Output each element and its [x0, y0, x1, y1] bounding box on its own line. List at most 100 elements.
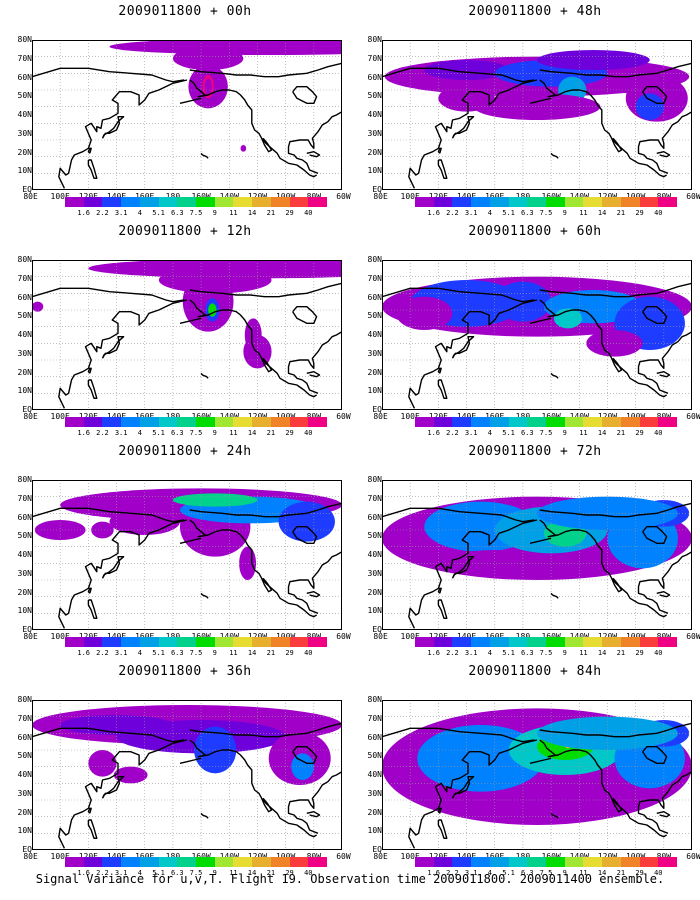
colorbar-label: 4: [137, 429, 142, 437]
colorbar-swatch: [83, 857, 103, 867]
colorbar-swatch: [233, 197, 253, 207]
coastline: [87, 159, 98, 180]
coastline: [87, 147, 92, 154]
coastline: [32, 287, 185, 303]
colorbar: [65, 637, 328, 647]
colorbar-swatch: [289, 637, 309, 647]
colorbar-labels: 1.6 2.2 3.1 4 5.1 6.3 7.5 9 11 14 21 29 40: [415, 209, 677, 218]
lon-label: 120W: [248, 852, 267, 861]
colorbar-swatch: [639, 857, 659, 867]
colorbar-swatch: [252, 857, 271, 867]
variance-map: [32, 480, 342, 630]
lat-label: EQ: [22, 405, 32, 414]
coastline: [189, 282, 342, 298]
map-panel: 2009011800 + 60h 80N 70N 60N 50N 40N 30N 20N 10N…: [360, 220, 700, 440]
map-panel: 2009011800 + 84h 80N 70N 60N 50N 40N 30N 20N 10N…: [360, 660, 700, 880]
colorbar-label: 6.3: [520, 429, 534, 437]
colorbar-label: 1.6: [77, 869, 91, 877]
coastline: [539, 299, 667, 398]
coastline: [292, 306, 318, 324]
colorbar-swatch: [65, 857, 84, 867]
lon-label: 120W: [598, 852, 617, 861]
map-panel: 2009011800 + 24h 80N 70N 60N 50N 40N 30N 20N 10N…: [10, 440, 351, 660]
colorbar-swatch: [564, 857, 584, 867]
colorbar-swatch: [102, 417, 122, 427]
coastline: [382, 287, 535, 303]
colorbar-swatch: [489, 637, 509, 647]
coastline: [539, 722, 692, 738]
coastline: [437, 147, 442, 154]
lon-label: 140W: [220, 632, 239, 641]
lat-label: 60N: [17, 72, 32, 82]
colorbar-label: 5.1: [502, 649, 515, 657]
coastline: [306, 810, 321, 818]
coastline: [637, 111, 692, 174]
coastline: [611, 797, 623, 813]
coastline: [101, 775, 125, 799]
lon-label: 100E: [400, 632, 420, 641]
coastline: [87, 807, 92, 814]
lon-label: 160E: [485, 192, 504, 201]
colorbar-label: 4: [487, 209, 492, 217]
colorbar-label: 5.1: [502, 429, 515, 437]
colorbar-swatch: [308, 857, 328, 867]
colorbar-label: 1.6: [427, 209, 441, 217]
lon-label: 100E: [400, 852, 420, 861]
colorbar-label: 40: [304, 869, 313, 877]
colorbar-label: 6.3: [520, 869, 534, 877]
lat-label: 40N: [367, 110, 382, 119]
lon-label: 160W: [191, 852, 210, 861]
colorbar-labels: 1.6 2.2 3.1 4 5.1 6.3 7.5 9 11 14 21 29 40: [415, 649, 677, 658]
coastline: [261, 357, 273, 373]
lat-label: 20N: [17, 147, 32, 157]
colorbar-label: 14: [597, 869, 607, 877]
coastline: [611, 137, 623, 153]
colorbar-label: 4: [487, 649, 492, 657]
lat-label: 40N: [17, 550, 32, 559]
lon-label: 80E: [23, 632, 38, 641]
colorbar-swatch: [196, 637, 215, 647]
variance-region: [239, 546, 257, 580]
lon-label: 100W: [276, 192, 295, 201]
colorbar-swatch: [433, 417, 453, 427]
lon-label: 140W: [220, 192, 239, 201]
variance-region: [91, 521, 114, 539]
colorbar-label: 14: [247, 869, 257, 877]
lon-label: 100W: [276, 412, 295, 421]
coastline: [189, 722, 342, 738]
panel-title: 2009011800 + 24h: [118, 444, 252, 459]
variance-region: [32, 301, 44, 312]
colorbar-label: 11: [579, 649, 588, 657]
lat-label: 30N: [17, 348, 32, 358]
colorbar-swatch: [620, 417, 640, 427]
coastline: [292, 526, 318, 544]
coastline: [101, 115, 125, 139]
colorbar-label: 21: [266, 429, 276, 437]
variance-region: [172, 46, 244, 70]
variance-map: [32, 40, 342, 190]
coastline: [529, 97, 552, 104]
colorbar-swatch: [289, 417, 309, 427]
coastline: [32, 727, 185, 743]
coastline: [656, 590, 671, 598]
colorbar-swatch: [121, 637, 140, 647]
lat-label: 40N: [17, 330, 32, 339]
coastline: [189, 299, 317, 398]
lat-label: 10N: [17, 166, 32, 176]
colorbar-swatch: [214, 857, 234, 867]
lat-label: 20N: [367, 807, 382, 817]
colorbar-label: 21: [266, 649, 276, 657]
colorbar-swatch: [620, 857, 640, 867]
colorbar-label: 29: [635, 869, 644, 877]
lon-label: 80W: [657, 632, 671, 641]
colorbar-swatch: [546, 197, 565, 207]
colorbar-swatch: [415, 197, 434, 207]
lat-label: 20N: [367, 147, 382, 157]
panel-title: 2009011800 + 12h: [118, 224, 252, 239]
lat-label: 70N: [367, 53, 382, 63]
lon-label: 80E: [23, 192, 38, 201]
lon-label: 80E: [373, 852, 388, 861]
colorbar-swatch: [639, 417, 659, 427]
lon-label: 160E: [135, 632, 154, 641]
lat-label: 70N: [367, 273, 382, 283]
